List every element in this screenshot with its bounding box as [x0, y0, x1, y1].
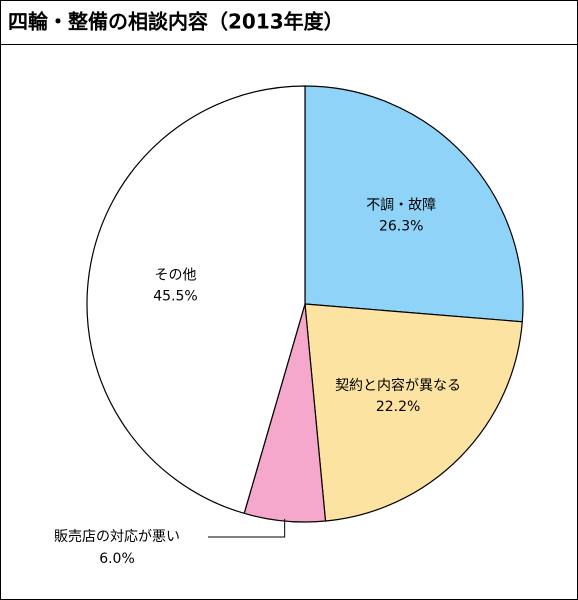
leader-line: [208, 519, 286, 538]
pie-slice: [304, 85, 524, 323]
pie-slice: [304, 303, 523, 522]
pie: 不調・故障 26.3% 契約と内容が異なる 22.2% 販売店の対応が悪い 6.0% その他…: [54, 85, 524, 567]
pie-slice: [86, 85, 306, 515]
value-label: 22.2%: [376, 399, 420, 415]
value-label: 45.5%: [153, 289, 197, 305]
slice-label: その他: [155, 268, 197, 284]
value-label: 26.3%: [379, 218, 423, 234]
slice-label: 不調・故障: [366, 197, 436, 213]
chart-title: 四輪・整備の相談内容（2013年度）: [8, 10, 344, 34]
slice-label: 販売店の対応が悪い: [54, 529, 180, 545]
value-label: 6.0%: [99, 551, 135, 567]
slice-label: 契約と内容が異なる: [335, 377, 461, 394]
